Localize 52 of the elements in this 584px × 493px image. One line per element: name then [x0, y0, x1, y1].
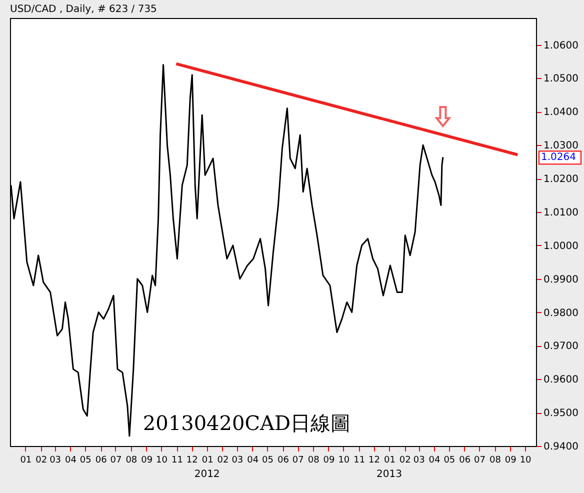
x-tick-label: 02: [36, 456, 48, 466]
y-tick-label: 0.9700: [544, 341, 578, 352]
text: 1.0264: [541, 152, 576, 164]
y-tick-label: 0.9600: [544, 374, 578, 386]
y-tick-label: 0.9500: [544, 408, 578, 420]
x-tick-label: 05: [80, 456, 92, 466]
x-tick-label: 11: [171, 456, 183, 466]
x-tick-label: 11: [354, 456, 366, 466]
y-tick-label: 1.0300: [544, 140, 578, 152]
x-tick-label: 06: [95, 456, 108, 466]
x-tick-label: 06: [459, 456, 471, 466]
x-tick-label: 10: [520, 456, 532, 466]
x-tick-label: 09: [323, 456, 335, 466]
x-tick-label: 08: [126, 456, 138, 466]
x-tick-label: 09: [504, 456, 517, 466]
x-tick-label: 08: [489, 456, 502, 466]
x-tick-label: 03: [50, 456, 62, 466]
x-tick-label: 07: [474, 456, 486, 466]
x-tick-label: 08: [308, 456, 320, 466]
x-tick-label: 02: [217, 456, 229, 466]
y-tick-label: 0.9800: [544, 308, 578, 319]
x-tick-label: 04: [428, 456, 440, 466]
x-tick-label: 01: [202, 456, 214, 466]
text: 2013: [376, 469, 402, 480]
x-tick-label: 05: [262, 456, 274, 466]
x-tick-label: 07: [292, 456, 304, 466]
y-tick-label: 1.0400: [544, 107, 578, 118]
x-tick-label: 03: [413, 456, 425, 466]
x-tick-label: 06: [277, 456, 290, 466]
annotation: 20130420CAD日線圖: [142, 411, 350, 435]
x-tick-label: 10: [338, 456, 350, 466]
x-tick-label: 04: [64, 456, 77, 466]
x-tick-label: 10: [156, 456, 168, 466]
y-tick-label: 1.0000: [544, 240, 578, 252]
x-tick-label: 01: [20, 456, 32, 466]
x-tick-label: 12: [186, 456, 198, 466]
y-tick-label: 1.0600: [544, 40, 578, 52]
x-tick-label: 12: [368, 456, 380, 466]
x-tick-label: 04: [247, 456, 259, 466]
y-tick-label: 1.0500: [544, 74, 578, 85]
x-tick-label: 09: [141, 456, 153, 466]
x-tick-label: 07: [110, 456, 122, 466]
y-tick-label: 0.9400: [544, 442, 578, 452]
y-tick-label: 0.9900: [544, 274, 578, 286]
x-tick-label: 03: [232, 456, 244, 466]
x-tick-label: 02: [399, 456, 411, 466]
chart-title: USD/CAD , Daily, # 623 / 735: [10, 4, 157, 15]
text: 2012: [194, 469, 220, 480]
x-tick-label: 01: [384, 456, 396, 466]
y-tick-label: 1.0100: [544, 207, 578, 218]
x-tick-label: 05: [444, 456, 456, 466]
y-tick-label: 1.0200: [544, 174, 578, 185]
